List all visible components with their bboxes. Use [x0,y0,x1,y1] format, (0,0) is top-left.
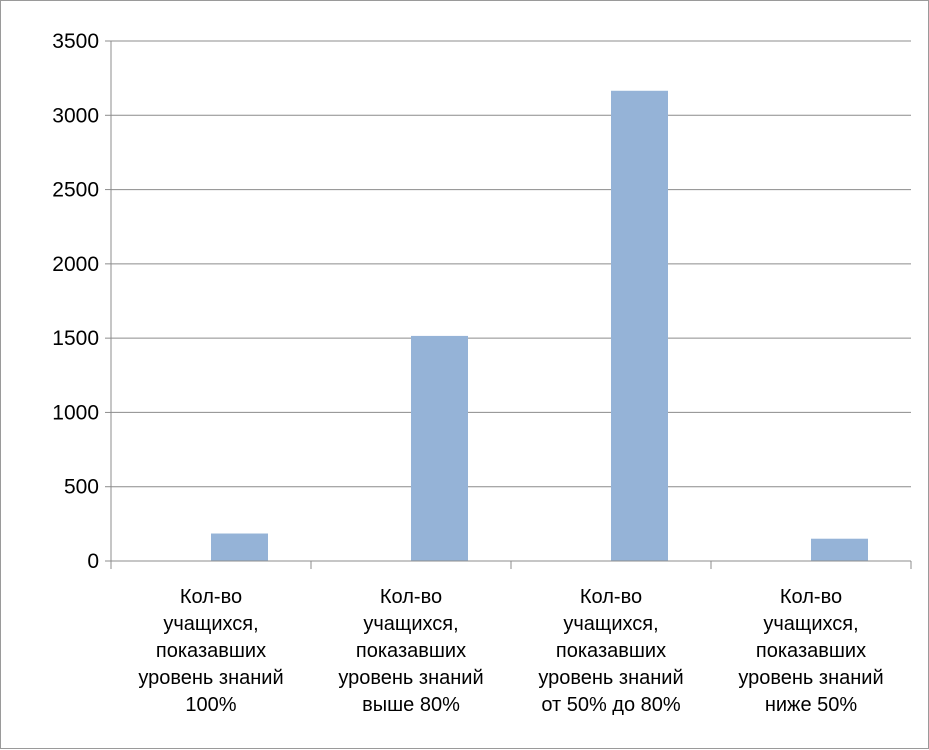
y-tick-label: 2500 [52,179,99,202]
y-tick-label: 500 [64,476,99,499]
y-tick-label: 1500 [52,327,99,350]
grid-lines [111,40,911,488]
x-category-label-line: выше 80% [362,694,460,716]
x-category-label: Кол-во учащихся, показавших уровень знаний в… [338,586,483,716]
x-category-label-line: от 50% до 80% [541,694,681,716]
y-tick-label: 2000 [52,253,99,276]
bar [211,533,268,561]
x-category-label-line: учащихся, [163,613,258,635]
x-category-label-line: учащихся, [763,613,858,635]
x-category-label-line: Кол-во [380,586,442,608]
x-category-label: Кол-во учащихся, показавших уровень знаний н… [738,586,883,716]
y-tick-label: 3000 [52,104,99,127]
y-tick-label: 1000 [52,401,99,424]
y-tick-labels: 0 500 1000 1500 2000 2500 3000 3500 [52,30,99,573]
y-tick-label: 0 [87,550,99,573]
x-category-label-line: Кол-во [180,586,242,608]
x-category-label-line: Кол-во [580,586,642,608]
x-category-label: Кол-во учащихся, показавших уровень знаний 1… [138,586,283,716]
bars [211,90,868,562]
x-category-label-line: показавших [556,640,666,662]
x-category-label: Кол-во учащихся, показавших уровень знаний о… [538,586,683,716]
x-category-label-line: уровень знаний [738,667,883,689]
x-category-label-line: 100% [185,694,236,716]
x-category-label-line: ниже 50% [765,694,858,716]
x-category-label-line: показавших [156,640,266,662]
x-category-label-line: показавших [756,640,866,662]
x-category-label-line: показавших [356,640,466,662]
x-category-label-line: уровень знаний [138,667,283,689]
bar [411,335,468,561]
bar [811,538,868,561]
y-tick-label: 3500 [52,30,99,53]
x-category-label-line: уровень знаний [538,667,683,689]
x-category-label-line: учащихся, [563,613,658,635]
x-category-label-line: Кол-во [780,586,842,608]
x-category-label-line: уровень знаний [338,667,483,689]
x-category-labels: Кол-во учащихся, показавших уровень знаний 1… [138,586,883,716]
x-category-label-line: учащихся, [363,613,458,635]
bar [611,90,668,562]
axes [105,40,912,569]
